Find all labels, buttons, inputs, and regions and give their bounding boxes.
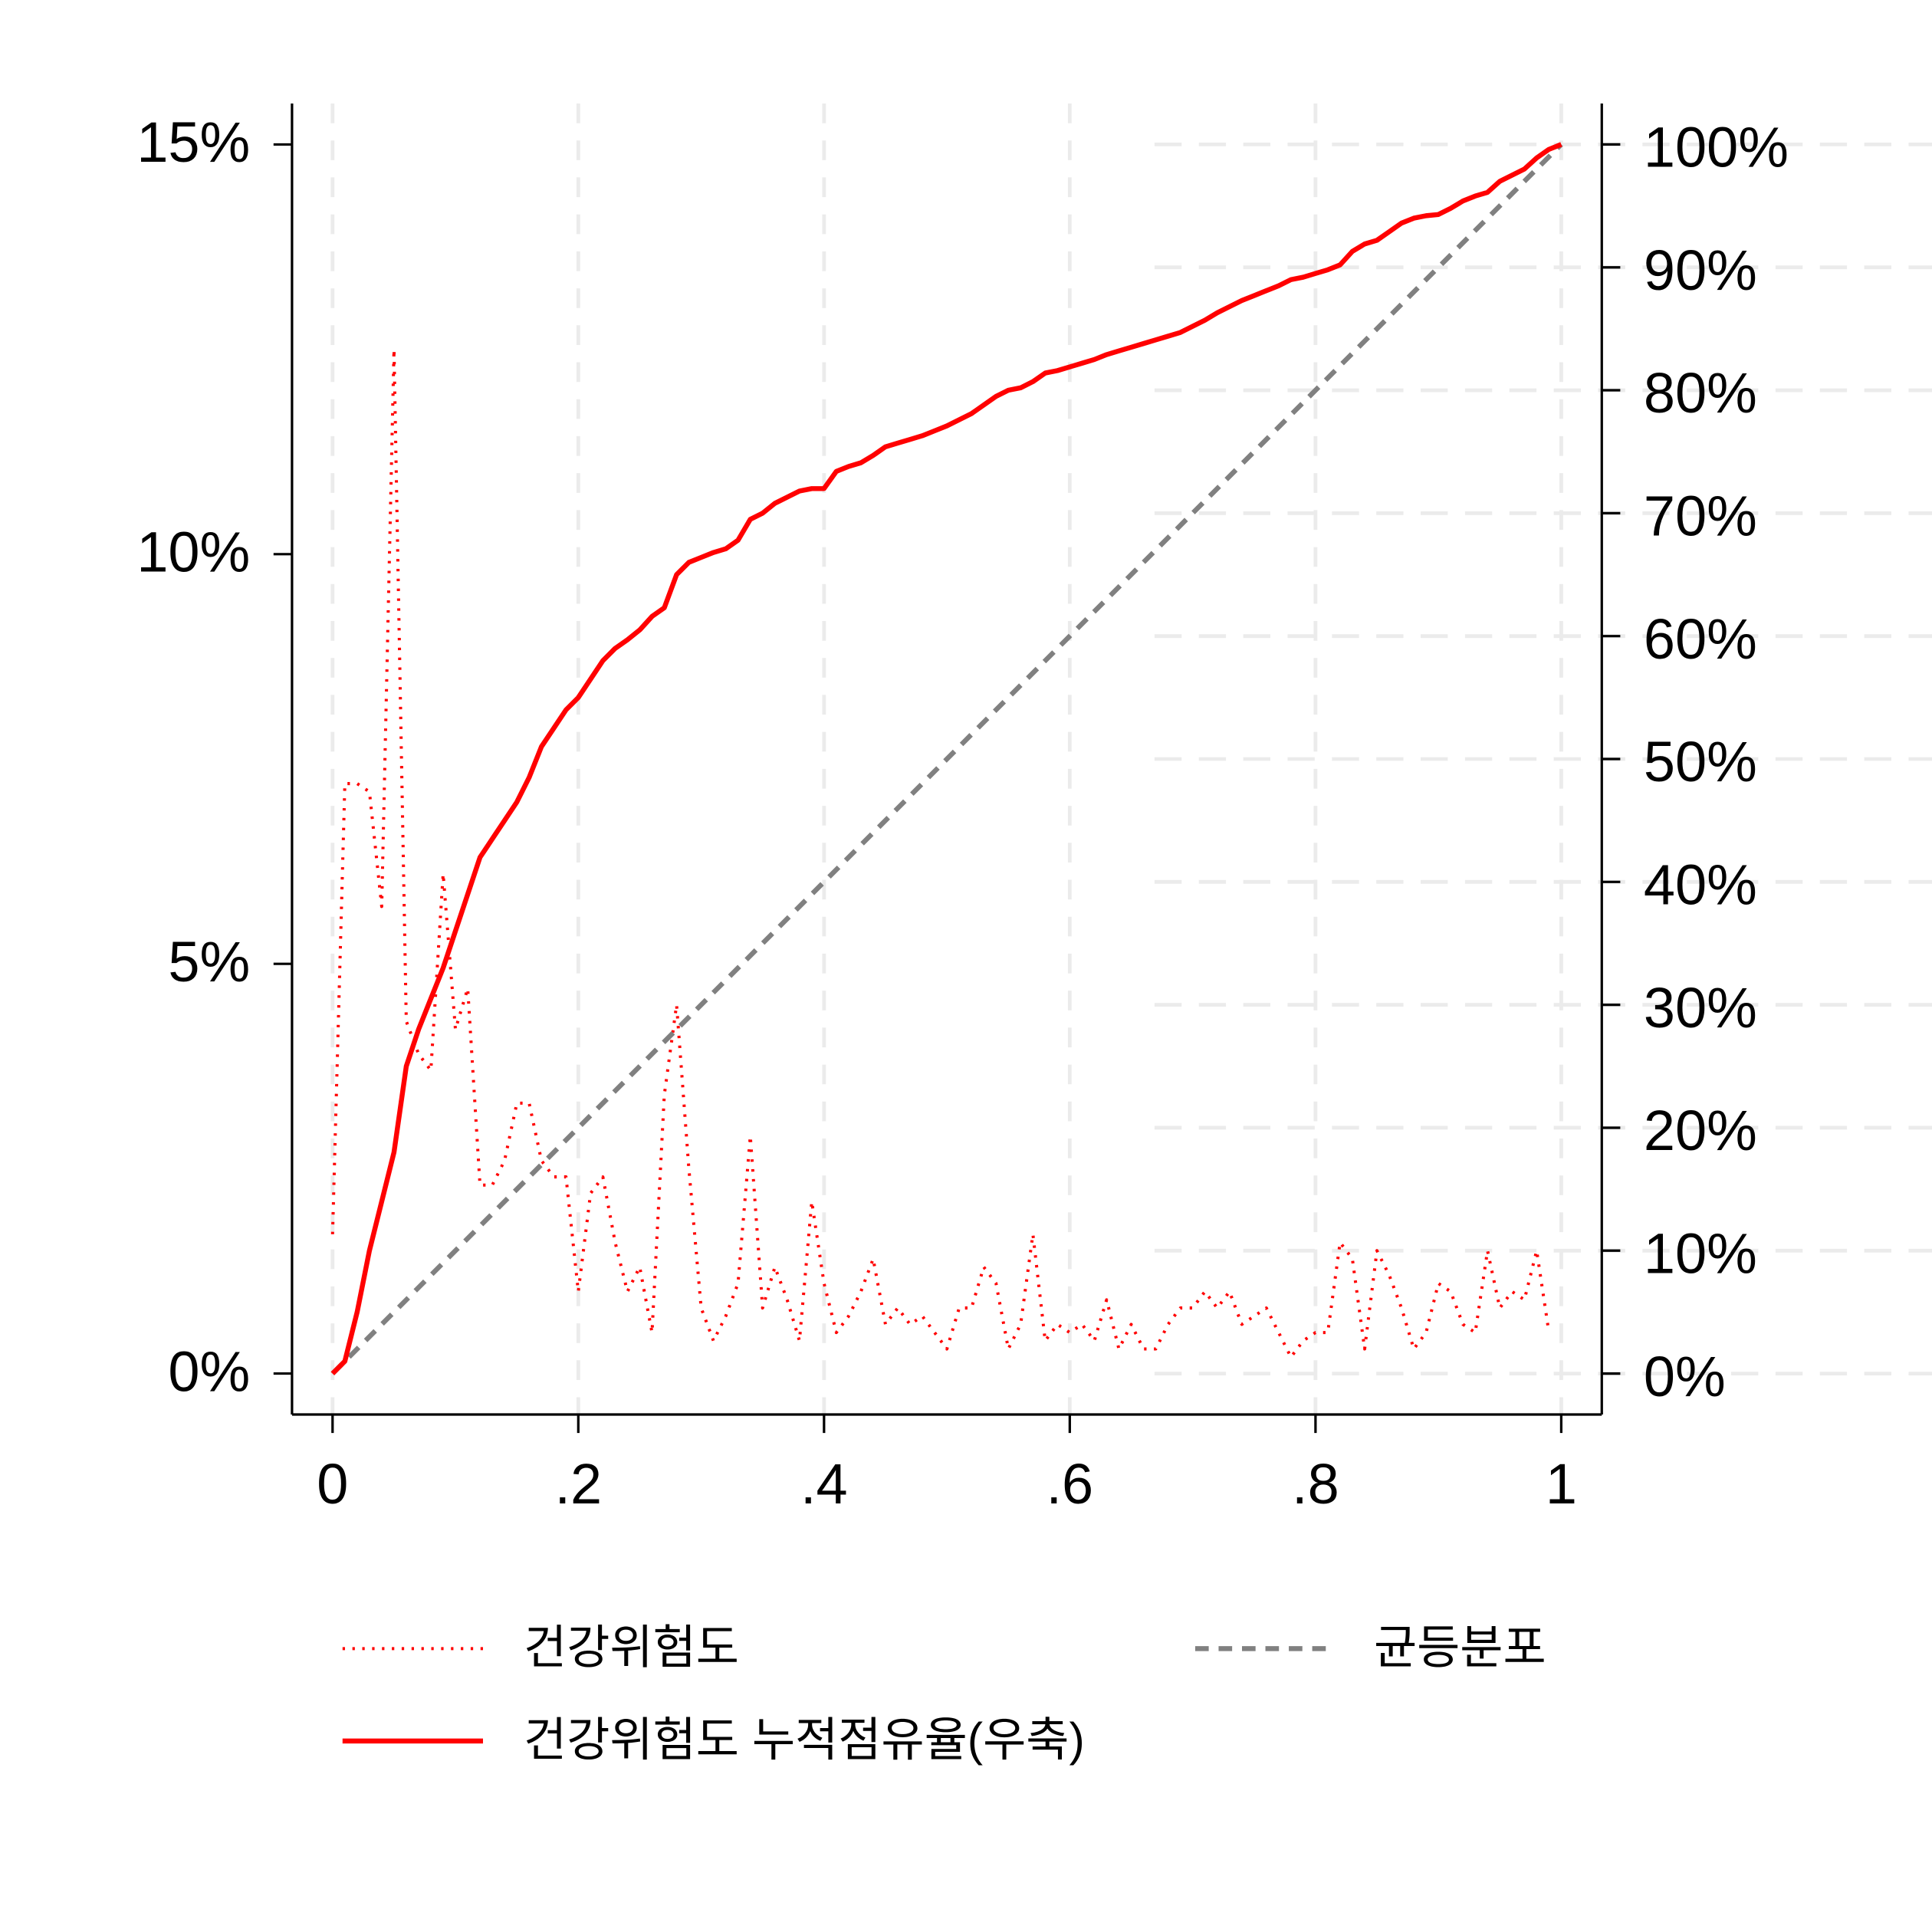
series-line	[330, 143, 1563, 1375]
y2-tick-label: 100%	[1644, 116, 1789, 179]
y-tick-label: 15%	[136, 110, 250, 174]
y2-tick-label: 40%	[1644, 853, 1757, 916]
legend-label: 균등분포	[1374, 1622, 1546, 1674]
y2-tick-label: 30%	[1644, 976, 1757, 1040]
x-tick-label: 0	[317, 1452, 348, 1516]
y2-tick-label: 90%	[1644, 238, 1757, 302]
y2-tick-label: 0%	[1644, 1345, 1726, 1408]
legend-label: 건강위험도 누적점유율(우축)	[524, 1714, 1085, 1766]
series-line	[330, 347, 1551, 1359]
y-tick-label: 5%	[168, 930, 250, 994]
y2-tick-label: 80%	[1644, 361, 1757, 425]
y2-tick-label: 50%	[1644, 730, 1757, 794]
y-tick-label: 10%	[136, 521, 250, 584]
x-tick-label: .2	[554, 1452, 602, 1516]
legend-label: 건강위험도	[524, 1622, 739, 1674]
y-tick-label: 0%	[168, 1339, 250, 1403]
y2-tick-label: 70%	[1644, 485, 1757, 548]
x-tick-label: .6	[1046, 1452, 1094, 1516]
x-tick-label: .4	[800, 1452, 848, 1516]
series-line	[330, 142, 1562, 1375]
x-tick-label: .8	[1292, 1452, 1339, 1516]
y2-tick-label: 20%	[1644, 1099, 1757, 1162]
x-tick-label: 1	[1546, 1452, 1577, 1516]
y2-tick-label: 60%	[1644, 607, 1757, 671]
y2-tick-label: 10%	[1644, 1221, 1757, 1285]
